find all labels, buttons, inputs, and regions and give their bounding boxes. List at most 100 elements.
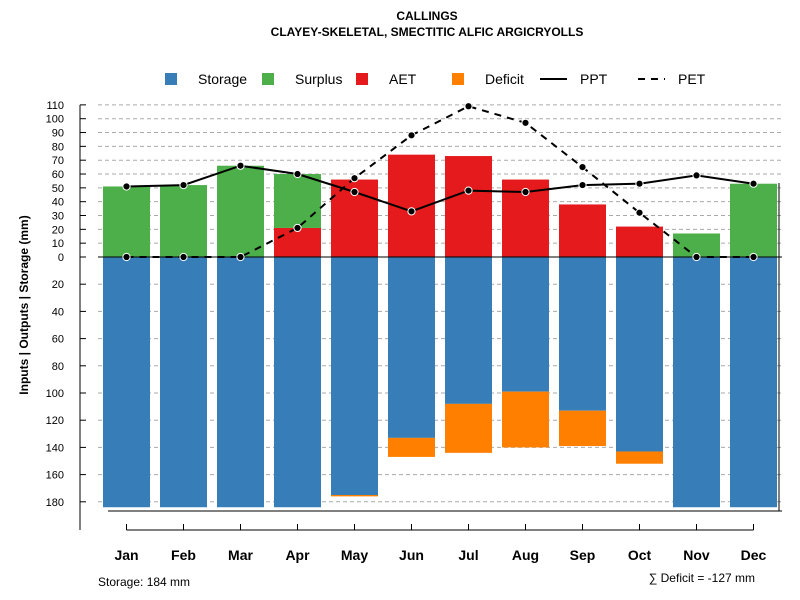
x-tick-label: Jun <box>399 547 424 563</box>
bar-storage <box>673 257 720 508</box>
y-tick-label: 160 <box>46 470 64 482</box>
legend: Storage Surplus AET Deficit PPT PET <box>165 71 706 87</box>
point-ppt <box>578 180 587 190</box>
bar-storage <box>730 257 777 508</box>
y-tick-label: 80 <box>52 361 64 373</box>
legend-label-storage: Storage <box>198 71 247 87</box>
bar-deficit <box>559 410 606 447</box>
y-tick-label: 180 <box>46 497 64 509</box>
x-tick-label: Jan <box>114 547 138 563</box>
x-tick-label: Apr <box>285 547 310 563</box>
chart-title: CALLINGS <box>396 9 457 23</box>
point-pet <box>749 252 758 262</box>
bar-storage <box>502 257 549 392</box>
x-tick-label: Sep <box>570 547 596 563</box>
bar-storage <box>103 257 150 508</box>
x-tick-label: Aug <box>512 547 539 563</box>
point-ppt <box>236 161 245 170</box>
bar-aet <box>559 204 606 257</box>
point-ppt <box>407 207 416 216</box>
legend-label-aet: AET <box>389 71 417 87</box>
y-tick-label: 110 <box>46 100 64 112</box>
point-pet <box>350 174 359 183</box>
point-ppt <box>179 180 188 190</box>
y-tick-label: 40 <box>52 197 64 209</box>
y-tick-label: 60 <box>52 169 64 181</box>
y-tick-label: 60 <box>52 334 64 346</box>
y-tick-label: 70 <box>52 155 64 167</box>
legend-label-surplus: Surplus <box>295 71 342 87</box>
point-ppt <box>749 179 758 188</box>
bar-aet <box>274 227 321 257</box>
legend-swatch-surplus <box>262 73 274 85</box>
bar-storage <box>331 257 378 495</box>
y-tick-label: 120 <box>46 415 64 427</box>
bar-storage <box>160 257 207 508</box>
bar-surplus <box>673 233 720 257</box>
bar-storage <box>559 257 606 411</box>
bars <box>98 154 782 512</box>
y-tick-label: 90 <box>52 128 64 140</box>
legend-label-ppt: PPT <box>580 71 608 87</box>
y-tick-label: 80 <box>52 141 64 153</box>
bar-surplus <box>274 174 321 228</box>
chart-subtitle: CLAYEY-SKELETAL, SMECTITIC ALFIC ARGICRY… <box>271 25 584 39</box>
point-pet <box>293 223 302 233</box>
point-ppt <box>692 171 701 180</box>
y-tick-label: 30 <box>52 211 64 223</box>
bar-aet <box>445 156 492 257</box>
bar-storage <box>274 257 321 508</box>
point-pet <box>635 208 644 217</box>
legend-swatch-deficit <box>452 73 464 85</box>
bar-surplus <box>217 165 264 257</box>
bar-storage <box>445 257 492 404</box>
y-tick-label: 100 <box>46 388 64 400</box>
y-tick-label: 40 <box>52 306 64 318</box>
bar-storage <box>616 257 663 452</box>
point-ppt <box>521 187 530 197</box>
x-tick-label: Nov <box>683 547 710 563</box>
x-tick-label: Dec <box>741 547 767 563</box>
point-pet <box>692 252 701 262</box>
y-tick-label: 100 <box>46 114 64 126</box>
point-ppt <box>635 179 644 188</box>
point-pet <box>578 163 587 172</box>
point-pet <box>122 252 131 262</box>
bar-deficit <box>502 391 549 448</box>
bar-storage <box>217 257 264 508</box>
bar-surplus <box>730 183 777 257</box>
bar-deficit <box>616 451 663 464</box>
point-pet <box>407 131 416 140</box>
y-tick-label: 140 <box>46 442 64 454</box>
y-tick-label: 0 <box>58 252 64 264</box>
y-axis-label: Inputs | Outputs | Storage (mm) <box>17 215 31 394</box>
x-tick-label: Oct <box>628 547 652 563</box>
x-tick-label: Mar <box>228 547 253 563</box>
storage-note: Storage: 184 mm <box>98 575 190 589</box>
x-tick-label: Feb <box>171 547 196 563</box>
legend-swatch-storage <box>165 73 177 85</box>
bar-storage <box>388 257 435 438</box>
bar-deficit <box>445 403 492 453</box>
bar-surplus <box>103 186 150 257</box>
point-ppt <box>350 187 359 197</box>
grid <box>98 104 782 503</box>
line-ppt <box>126 164 754 213</box>
point-pet <box>236 252 245 262</box>
bar-deficit <box>331 495 378 497</box>
y-tick-label: 20 <box>52 224 64 236</box>
legend-label-deficit: Deficit <box>485 71 524 87</box>
point-pet <box>179 252 188 262</box>
legend-swatch-aet <box>356 73 368 85</box>
lines <box>122 102 758 262</box>
point-pet <box>521 118 530 127</box>
deficit-note: ∑ Deficit = -127 mm <box>649 571 755 585</box>
point-ppt <box>122 182 131 191</box>
point-pet <box>464 102 473 111</box>
bar-deficit <box>388 437 435 457</box>
y-tick-label: 10 <box>52 238 64 250</box>
y-tick-label: 20 <box>52 279 64 291</box>
x-tick-label: May <box>341 547 368 563</box>
axes: 0102030405060708090100110204060801001201… <box>46 100 767 563</box>
